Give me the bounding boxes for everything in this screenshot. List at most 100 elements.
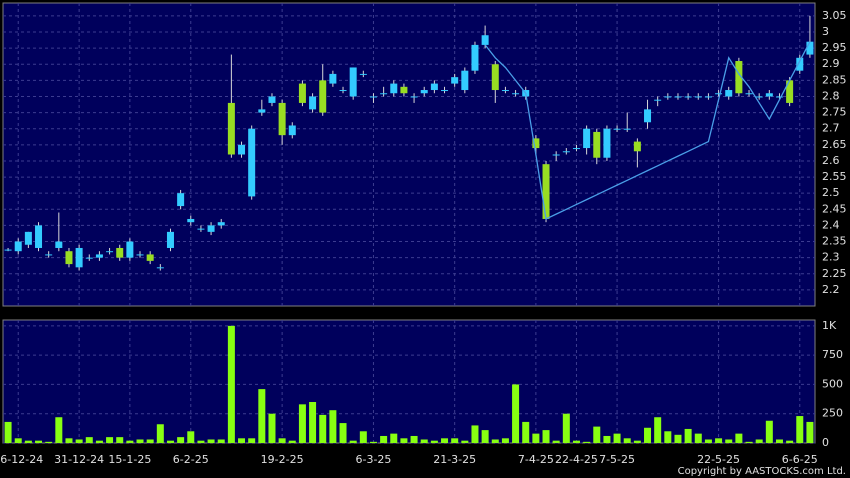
y-tick-label: 2.2 bbox=[822, 283, 840, 296]
candle-body bbox=[268, 96, 276, 103]
x-tick-label: 7-5-25 bbox=[599, 453, 635, 466]
volume-bar bbox=[735, 433, 743, 443]
candle-body bbox=[197, 228, 205, 230]
candle-body bbox=[4, 249, 12, 251]
y-tick-label: 2.85 bbox=[822, 73, 847, 86]
x-tick-label: 22-4-25 bbox=[555, 453, 598, 466]
candle-body bbox=[217, 222, 225, 226]
candle-body bbox=[786, 80, 794, 103]
candle-body bbox=[156, 267, 164, 269]
candle-body bbox=[765, 93, 773, 97]
y-tick-label: 2.4 bbox=[822, 218, 840, 231]
candle-body bbox=[593, 131, 601, 158]
candle-body bbox=[654, 99, 662, 101]
y-tick-label: 2.7 bbox=[822, 122, 840, 135]
volume-bar bbox=[369, 441, 377, 443]
volume-bar bbox=[55, 417, 63, 443]
volume-bar bbox=[532, 433, 540, 443]
volume-bar bbox=[146, 439, 154, 443]
candle-body bbox=[359, 73, 367, 75]
candle-body bbox=[532, 138, 540, 149]
candle-body bbox=[227, 102, 235, 155]
volume-bar bbox=[512, 384, 520, 443]
candle-body bbox=[441, 90, 449, 92]
volume-bar bbox=[501, 438, 509, 443]
volume-bar bbox=[552, 440, 560, 443]
volume-bar bbox=[644, 427, 652, 443]
volume-bar bbox=[633, 440, 641, 443]
volume-bar bbox=[664, 431, 672, 443]
candle-body bbox=[177, 193, 185, 207]
x-tick-label: 16-12-24 bbox=[0, 453, 43, 466]
volume-bar bbox=[217, 439, 225, 443]
candle-body bbox=[501, 90, 509, 92]
volume-bar bbox=[410, 435, 418, 443]
x-tick-label: 21-3-25 bbox=[433, 453, 476, 466]
y-tick-label: 750 bbox=[822, 348, 843, 361]
volume-bar bbox=[380, 435, 388, 443]
y-tick-label: 0 bbox=[822, 436, 829, 449]
candle-body bbox=[369, 96, 377, 98]
candle-body bbox=[45, 254, 53, 256]
x-tick-label: 22-5-25 bbox=[697, 453, 740, 466]
candle-body bbox=[694, 96, 702, 98]
volume-bar bbox=[106, 437, 114, 443]
candle-body bbox=[613, 128, 621, 130]
y-tick-label: 500 bbox=[822, 377, 843, 390]
volume-bar bbox=[684, 428, 692, 443]
price-panel bbox=[2, 2, 816, 307]
candle-body bbox=[562, 151, 570, 153]
volume-bar bbox=[765, 420, 773, 443]
candle-body bbox=[664, 96, 672, 98]
candle-body bbox=[481, 35, 489, 45]
volume-bar bbox=[258, 389, 266, 443]
y-tick-label: 2.8 bbox=[822, 89, 840, 102]
volume-bar bbox=[755, 439, 763, 443]
candle-body bbox=[623, 128, 631, 130]
y-tick-label: 250 bbox=[822, 407, 843, 420]
candle-body bbox=[451, 77, 459, 84]
x-tick-label: 6-6-25 bbox=[782, 453, 818, 466]
candle-body bbox=[126, 241, 134, 258]
candle-body bbox=[806, 41, 814, 55]
volume-bar bbox=[430, 440, 438, 443]
candle-body bbox=[572, 148, 580, 150]
candle-body bbox=[55, 241, 63, 248]
volume-bar bbox=[45, 441, 53, 443]
volume-bar bbox=[319, 414, 327, 443]
candle-body bbox=[258, 109, 266, 113]
volume-bar bbox=[207, 439, 215, 443]
candle-body bbox=[775, 96, 783, 98]
volume-bar bbox=[441, 438, 449, 443]
candle-body bbox=[146, 254, 154, 261]
candle-body bbox=[329, 73, 337, 84]
copyright: Copyright by AASTOCKS.com Ltd. bbox=[678, 466, 846, 477]
volume-bar bbox=[623, 438, 631, 443]
volume-bar bbox=[420, 439, 428, 443]
volume-bar bbox=[694, 433, 702, 443]
candle-body bbox=[796, 57, 804, 71]
volume-bar bbox=[75, 439, 83, 443]
volume-bar bbox=[603, 435, 611, 443]
volume-bar bbox=[177, 437, 185, 443]
y-tick-label: 2.9 bbox=[822, 57, 840, 70]
y-tick-label: 3 bbox=[822, 25, 829, 38]
volume-bar bbox=[451, 438, 459, 443]
x-tick-label: 6-3-25 bbox=[356, 453, 392, 466]
volume-bar bbox=[278, 438, 286, 443]
volume-panel bbox=[2, 319, 816, 444]
candle-body bbox=[633, 141, 641, 152]
candle-body bbox=[745, 93, 753, 95]
candle-body bbox=[390, 83, 398, 94]
candle-body bbox=[136, 254, 144, 256]
candle-body bbox=[552, 154, 560, 156]
candle-body bbox=[187, 218, 195, 223]
volume-bar bbox=[24, 440, 32, 443]
x-tick-label: 19-2-25 bbox=[261, 453, 304, 466]
volume-bar bbox=[522, 421, 530, 443]
candle-body bbox=[674, 96, 682, 98]
candle-body bbox=[430, 83, 438, 91]
volume-bar bbox=[4, 421, 12, 443]
volume-bar bbox=[309, 402, 317, 443]
